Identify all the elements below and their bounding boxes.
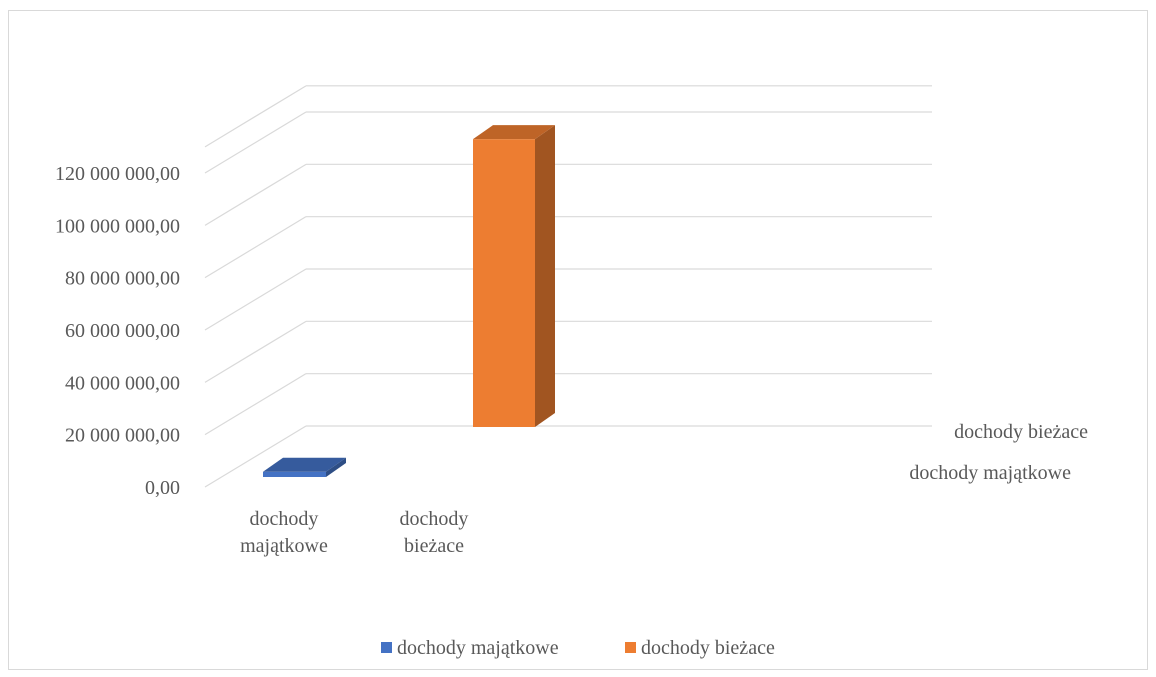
gridline-floor-2 (204, 320, 307, 383)
bar-front-face (263, 471, 326, 477)
y-tick-label: 60 000 000,00 (65, 320, 180, 342)
x-category-label: majątkowe (240, 535, 328, 557)
depth-axis-label: dochody majątkowe (909, 462, 1071, 484)
y-tick-label: 80 000 000,00 (65, 268, 180, 290)
gridline-floor-3 (204, 268, 307, 331)
x-category-label: bieżace (404, 535, 464, 557)
legend-item-label: dochody bieżace (641, 637, 775, 659)
gridline-floor-0 (204, 425, 307, 488)
bar-top-face (473, 125, 555, 140)
x-category-label: dochody (400, 508, 469, 530)
x-axis-category-labels: dochody majątkowe dochody bieżace (240, 508, 468, 557)
bar-side-face (535, 125, 555, 428)
depth-axis-label: dochody bieżace (954, 421, 1088, 443)
legend-item-label: dochody majątkowe (397, 637, 559, 659)
bar-side-face (326, 457, 346, 477)
bars (263, 125, 555, 477)
legend-swatch (381, 642, 392, 653)
legend-swatch (625, 642, 636, 653)
y-axis-tick-labels: 0,00 20 000 000,00 40 000 000,00 60 000 000… (55, 163, 180, 499)
y-tick-label: 120 000 000,00 (55, 163, 180, 185)
bar-front-face (473, 139, 535, 427)
gridline-floor-6 (204, 111, 307, 174)
x-category-label: dochody (250, 508, 319, 530)
y-tick-label: 0,00 (145, 477, 180, 499)
depth-axis-labels: dochody majątkowe dochody bieżace (909, 421, 1088, 484)
bar-dochody-biezace (473, 125, 555, 428)
bar-dochody-majatkowe (263, 457, 346, 477)
gridline-floor-1 (204, 373, 307, 436)
gridlines (204, 85, 932, 488)
y-tick-label: 20 000 000,00 (65, 425, 180, 447)
bar-top-face (263, 457, 346, 472)
chart-frame (8, 10, 1148, 670)
gridline-floor-7 (204, 85, 307, 148)
legend: dochody majątkowe dochody bieżace (381, 637, 775, 659)
y-tick-label: 40 000 000,00 (65, 372, 180, 394)
gridline-floor-5 (204, 163, 307, 226)
gridline-floor-4 (204, 216, 307, 279)
y-tick-label: 100 000 000,00 (55, 215, 180, 237)
